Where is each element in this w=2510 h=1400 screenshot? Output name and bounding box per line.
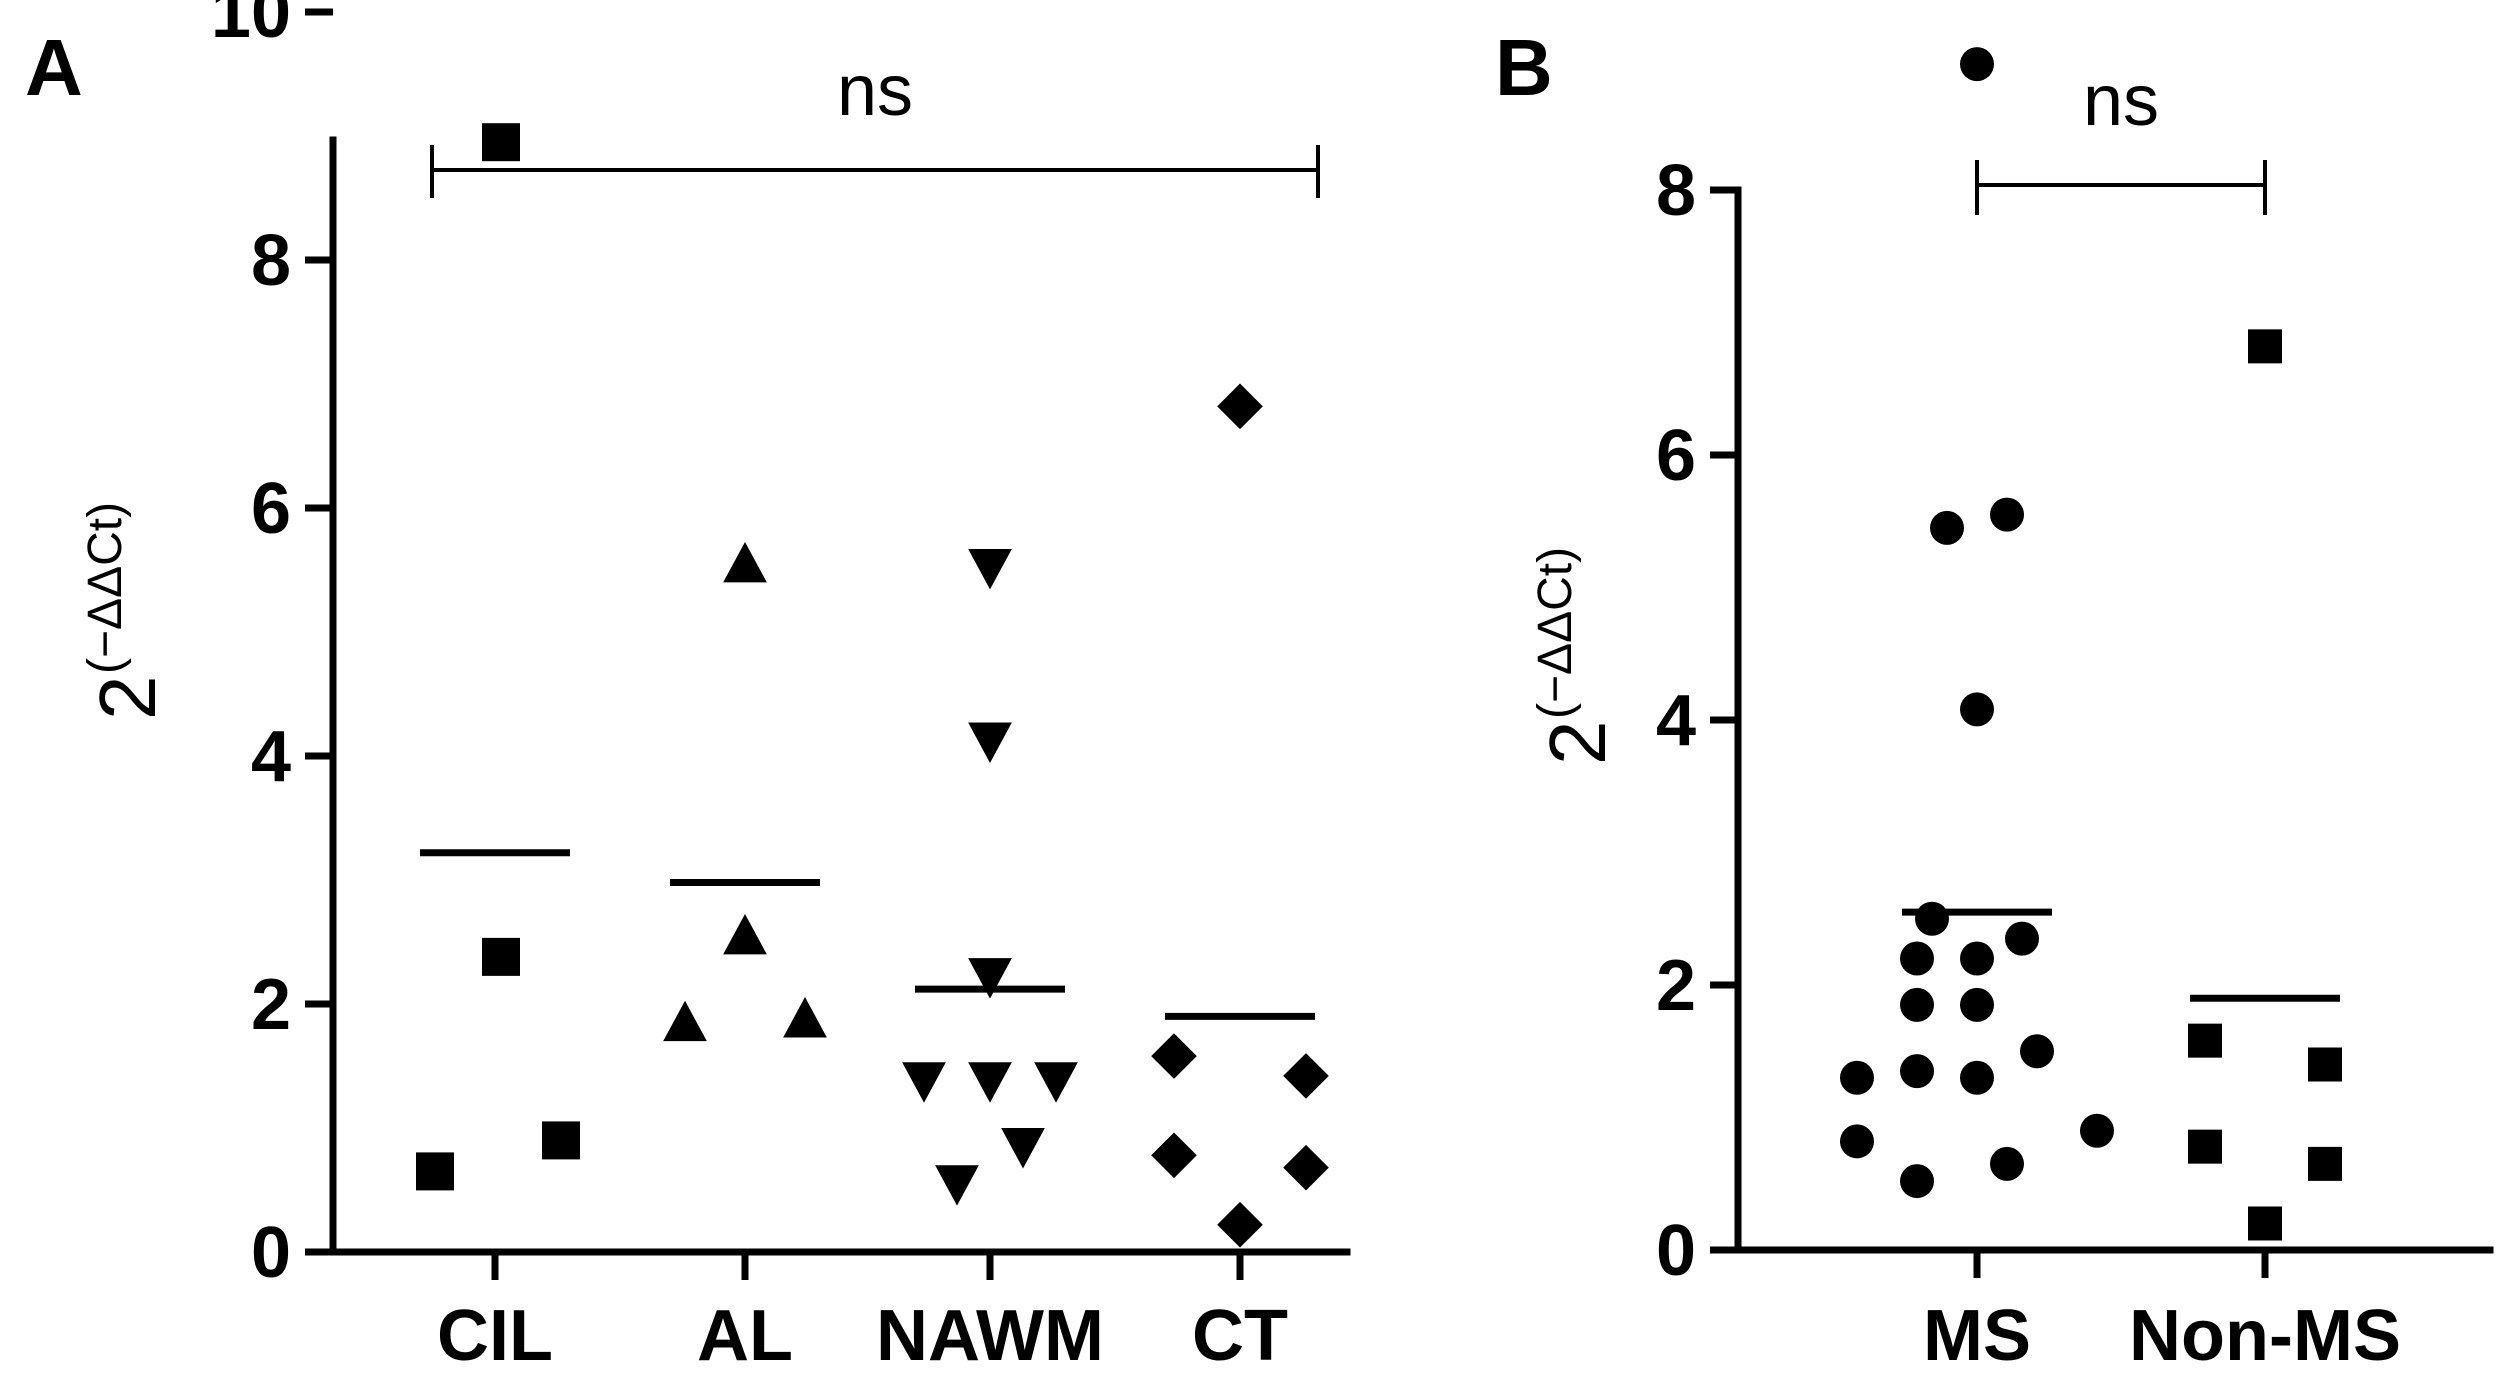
panel-b-ytick-label-4: 4 bbox=[1656, 681, 1696, 761]
panel-a-point-0-3 bbox=[542, 1121, 580, 1160]
panel-a-ytick-label-0: 0 bbox=[251, 1213, 291, 1293]
panel-b-sig-label: ns bbox=[2083, 61, 2159, 141]
panel-a-ytick-label-2: 2 bbox=[251, 965, 291, 1045]
panel-a-significance: ns bbox=[430, 51, 1320, 198]
panel-b-ylabel: 2 (−ΔΔCt) bbox=[1529, 547, 1622, 765]
panel-b-point-1-3 bbox=[2188, 1129, 2222, 1164]
panel-b-marks bbox=[1840, 47, 2342, 1241]
panel-b-point-0-4 bbox=[1915, 901, 1949, 936]
panel-b-point-0-12 bbox=[1960, 1060, 1994, 1095]
panel-b-point-1-1 bbox=[2188, 1023, 2222, 1058]
panel-b-point-0-2 bbox=[1990, 497, 2024, 532]
panel-b-means bbox=[1902, 908, 2340, 1002]
panel-b-significance: ns bbox=[1975, 61, 2267, 215]
panel-a-point-1-2 bbox=[723, 913, 767, 955]
panel-a-point-0-1 bbox=[482, 123, 520, 162]
panel-a-point-1-1 bbox=[723, 541, 767, 583]
panel-b-category-label-0: MS bbox=[1923, 1296, 2031, 1376]
panel-b-point-1-2 bbox=[2308, 1047, 2342, 1082]
panel-a-point-2-1 bbox=[968, 722, 1012, 763]
panel-a: A 2 (−ΔΔCt) 0 2 4 6 8 10 CIL AL NAWM CT ns bbox=[25, 0, 1351, 1376]
panel-a-label: A bbox=[25, 23, 83, 112]
panel-a-ylabel: 2 (−ΔΔCt) bbox=[79, 502, 172, 720]
panel-a-point-3-5 bbox=[1217, 1201, 1263, 1248]
panel-b-point-0-14 bbox=[1840, 1124, 1874, 1159]
panel-b-point-1-4 bbox=[2308, 1146, 2342, 1181]
panel-a-ytick-label-4: 4 bbox=[251, 717, 291, 797]
panel-b-point-0-1 bbox=[1930, 510, 1964, 545]
panel-b-point-0-8 bbox=[1900, 987, 1934, 1022]
panel-a-point-0-0 bbox=[416, 1152, 454, 1191]
panel-b-point-0-5 bbox=[2005, 921, 2039, 956]
panel-a-point-2-7 bbox=[1001, 1128, 1045, 1169]
panel-a-point-3-1 bbox=[1283, 1053, 1329, 1099]
panel-b-categories: MS Non-MS bbox=[1923, 1250, 2401, 1376]
panel-b-point-0-15 bbox=[2080, 1113, 2114, 1148]
panel-a-ylabel-sup: (−ΔΔCt) bbox=[79, 502, 132, 674]
panel-b-point-0-9 bbox=[1960, 987, 1994, 1022]
panel-a-point-2-5 bbox=[1034, 1062, 1078, 1103]
panel-a-point-2-2 bbox=[968, 958, 1012, 999]
panel-a-ytick-label-6: 6 bbox=[251, 469, 291, 549]
panel-a-ticks: 0 2 4 6 8 10 bbox=[211, 0, 333, 1293]
panel-a-ytick-label-10: 10 bbox=[211, 0, 291, 53]
panel-b-point-0-6 bbox=[1900, 941, 1934, 976]
panel-a-sig-label: ns bbox=[837, 51, 913, 131]
panel-b-point-0-11 bbox=[1900, 1054, 1934, 1089]
panel-a-means bbox=[420, 849, 1315, 1020]
panel-a-categories: CIL AL NAWM CT bbox=[437, 1252, 1288, 1376]
panel-b-ytick-label-8: 8 bbox=[1656, 151, 1696, 231]
panel-b-point-0-7 bbox=[1960, 941, 1994, 976]
panel-b-ylabel-sup: (−ΔΔCt) bbox=[1529, 547, 1582, 719]
panel-a-point-2-3 bbox=[902, 1062, 946, 1103]
panel-a-point-2-4 bbox=[968, 1062, 1012, 1103]
panel-a-point-0-2 bbox=[482, 937, 520, 976]
panel-b-ytick-label-0: 0 bbox=[1656, 1211, 1696, 1291]
panel-a-ylabel-base: 2 bbox=[83, 676, 172, 721]
panel-a-category-label-0: CIL bbox=[437, 1296, 553, 1376]
panel-a-point-3-3 bbox=[1283, 1144, 1329, 1191]
panel-b-point-0-13 bbox=[2020, 1034, 2054, 1069]
panel-a-point-2-0 bbox=[968, 548, 1012, 590]
panel-b-ytick-label-6: 6 bbox=[1656, 416, 1696, 496]
panel-b-point-0-10 bbox=[1840, 1060, 1874, 1095]
panel-b-point-0-16 bbox=[1900, 1164, 1934, 1199]
panel-b-category-label-1: Non-MS bbox=[2129, 1296, 2401, 1376]
panel-b-point-0-3 bbox=[1960, 692, 1994, 727]
panel-b-ylabel-base: 2 bbox=[1533, 721, 1622, 766]
panel-a-marks bbox=[416, 123, 1329, 1248]
panel-a-point-1-0 bbox=[663, 1000, 707, 1042]
panel-a-point-3-4 bbox=[1217, 383, 1263, 430]
panel-b-point-0-17 bbox=[1990, 1146, 2024, 1181]
panel-b-ytick-label-2: 2 bbox=[1656, 946, 1696, 1026]
panel-b-point-1-0 bbox=[2248, 329, 2282, 364]
panel-b-point-1-5 bbox=[2248, 1206, 2282, 1241]
panel-b-label: B bbox=[1495, 23, 1553, 112]
panel-a-ytick-label-8: 8 bbox=[251, 221, 291, 301]
panel-b-point-0-0 bbox=[1960, 47, 1994, 82]
panel-a-point-2-6 bbox=[935, 1165, 979, 1206]
panel-a-category-label-3: CT bbox=[1192, 1296, 1288, 1376]
panel-a-point-3-0 bbox=[1151, 1033, 1197, 1079]
panel-a-category-label-2: NAWM bbox=[876, 1296, 1104, 1376]
panel-a-point-3-2 bbox=[1151, 1132, 1197, 1179]
panel-a-category-label-1: AL bbox=[697, 1296, 793, 1376]
panel-a-point-1-3 bbox=[783, 997, 827, 1038]
